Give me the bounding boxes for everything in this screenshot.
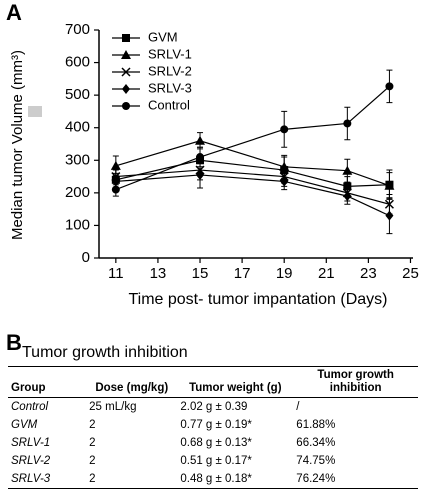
marker — [111, 176, 120, 187]
panel-label: A — [6, 0, 22, 25]
x-tick-label: 19 — [276, 265, 293, 282]
table-cell: 2.02 g ± 0.39 — [180, 401, 248, 413]
marker — [280, 125, 289, 134]
marker — [122, 84, 130, 94]
table-cell: 2 — [89, 419, 96, 431]
table-cell: 2 — [89, 437, 96, 449]
table-cell: 25 mL/kg — [89, 401, 137, 413]
y-tick-label: 600 — [65, 54, 90, 71]
chart: Median tumor Volume (mm³) Time post- tum… — [9, 21, 419, 308]
marker — [280, 176, 289, 187]
y-tick-label: 300 — [65, 151, 90, 168]
table-row: GVM 2 0.77 g ± 0.19* 61.88% — [8, 416, 418, 434]
table-cell: / — [296, 401, 300, 413]
table-cell: 0.77 g ± 0.19* — [180, 419, 252, 431]
x-tick-label: 23 — [360, 265, 377, 282]
marker — [385, 82, 394, 91]
table-cell: 2 — [89, 455, 96, 467]
marker — [122, 102, 130, 110]
legend-label: Control — [148, 97, 190, 112]
table-row: SRLV-1 2 0.68 g ± 0.13* 66.34% — [8, 434, 418, 452]
artifact — [28, 106, 42, 117]
table: Group Dose (mg/kg) Tumor weight (g) Tumor g… — [8, 366, 418, 489]
x-tick-label: 13 — [150, 265, 167, 282]
table-title: Tumor growth inhibition — [22, 344, 188, 361]
x-tick-label: 17 — [234, 265, 251, 282]
x-tick-label: 21 — [318, 265, 335, 282]
legend-label: GVM — [148, 29, 178, 44]
marker — [342, 165, 353, 175]
marker — [343, 191, 352, 202]
table-cell: 0.51 g ± 0.17* — [180, 455, 252, 467]
x-axis-label: Time post- tumor impantation (Days) — [128, 291, 387, 308]
marker — [195, 135, 206, 145]
table-cell: Control — [11, 401, 49, 413]
x-tick-label: 11 — [108, 265, 124, 282]
table-cell: 2 — [86, 470, 178, 489]
marker — [343, 119, 352, 128]
marker — [121, 67, 131, 77]
y-tick-label: 700 — [65, 21, 90, 38]
marker — [110, 160, 121, 170]
marker — [385, 210, 394, 221]
table-cell: 0.68 g ± 0.13* — [180, 437, 252, 449]
table-row: SRLV-2 2 0.51 g ± 0.17* 74.75% — [8, 452, 418, 470]
marker — [196, 169, 205, 180]
y-axis-label: Median tumor Volume (mm³) — [9, 50, 26, 240]
y-tick-label: 0 — [82, 249, 90, 266]
marker — [384, 180, 395, 190]
y-tick-label: 200 — [65, 184, 90, 201]
table-cell: SRLV-1 — [11, 437, 51, 449]
legend-label: SRLV-2 — [148, 63, 192, 78]
y-tick-label: 500 — [65, 86, 90, 103]
marker — [111, 185, 120, 194]
panel-label: B — [6, 330, 22, 355]
table-cell: 66.34% — [296, 437, 336, 449]
marker — [121, 50, 131, 59]
table-row: SRLV-3 2 0.48 g ± 0.18* 76.24% — [8, 470, 418, 489]
table-cell: GVM — [11, 419, 38, 431]
x-tick-label: 25 — [402, 265, 419, 282]
table-cell: SRLV-2 — [11, 455, 51, 467]
legend-label: SRLV-1 — [148, 46, 192, 61]
header-cell: Tumor weight (g) — [177, 366, 294, 398]
table-cell: 74.75% — [296, 455, 336, 467]
marker — [122, 34, 130, 42]
legend-label: SRLV-3 — [148, 80, 192, 95]
table-cell: 76.24% — [293, 470, 418, 489]
table-cell: 0.48 g ± 0.18* — [177, 470, 294, 489]
x-tick-label: 15 — [192, 265, 209, 282]
y-tick-label: 100 — [65, 216, 90, 233]
table-row: Control 25 mL/kg 2.02 g ± 0.39 / — [8, 398, 418, 417]
header-cell: Dose (mg/kg) — [86, 366, 178, 398]
y-tick-label: 400 — [65, 119, 90, 136]
header-cell: Tumor growth inhibition — [293, 366, 418, 398]
table-cell: 61.88% — [296, 419, 336, 431]
marker — [196, 153, 205, 162]
table-cell: SRLV-3 — [8, 470, 87, 489]
header-cell: Group — [8, 366, 87, 398]
